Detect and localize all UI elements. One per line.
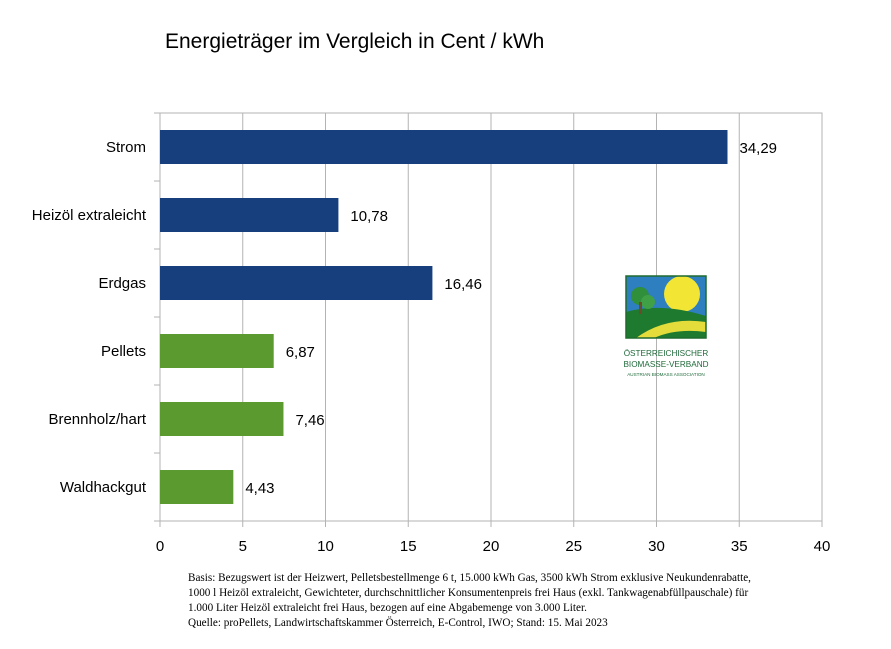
x-tick-label: 15 [400,538,417,555]
bar [160,266,433,300]
logo-text-line1: ÖSTERREICHISCHER [624,348,709,358]
notes-line-1: Basis: Bezugswert ist der Heizwert, Pell… [188,572,751,584]
data-label: 4,43 [245,480,274,497]
logo-emblem [625,275,707,339]
x-tick-label: 35 [731,538,748,555]
data-label: 34,29 [739,140,777,157]
bar [160,198,339,232]
bar [160,130,728,164]
data-label: 7,46 [295,412,324,429]
data-label: 16,46 [444,276,482,293]
bar [160,402,284,436]
notes-line-2: 1000 l Heizöl extraleicht, Gewichteter, … [188,587,749,599]
biomasse-verband-logo: ÖSTERREICHISCHER BIOMASSE-VERBAND AUSTRI… [606,272,726,397]
category-label: Brennholz/hart [48,411,146,428]
data-label: 10,78 [350,208,388,225]
category-label: Waldhackgut [60,479,147,496]
x-tick-label: 20 [483,538,500,555]
notes-line-3: 1.000 Liter Heizöl extraleicht frei Haus… [188,602,587,614]
x-tick-label: 40 [814,538,831,555]
bar [160,470,234,504]
category-label: Strom [106,139,146,156]
logo-text-line2: BIOMASSE-VERBAND [623,360,708,369]
x-tick-label: 0 [156,538,164,555]
data-label: 6,87 [286,344,315,361]
x-tick-label: 30 [648,538,665,555]
source-notes: Basis: Bezugswert ist der Heizwert, Pell… [188,571,888,631]
category-label: Heizöl extraleicht [32,207,147,224]
bar [160,334,274,368]
x-tick-label: 10 [317,538,334,555]
chart-title: Energieträger im Vergleich in Cent / kWh [165,30,545,53]
x-tick-label: 5 [239,538,247,555]
category-label: Erdgas [98,275,146,292]
bar-chart: 0 5 10 15 20 25 30 35 40 Strom 34,29 Heizöl extrale… [32,112,831,555]
category-label: Pellets [101,343,146,360]
logo-text-line3: AUSTRIAN BIOMASS ASSOCIATION [627,372,705,377]
x-tick-label: 25 [565,538,582,555]
notes-line-4: Quelle: proPellets, Landwirtschaftskamme… [188,617,608,629]
